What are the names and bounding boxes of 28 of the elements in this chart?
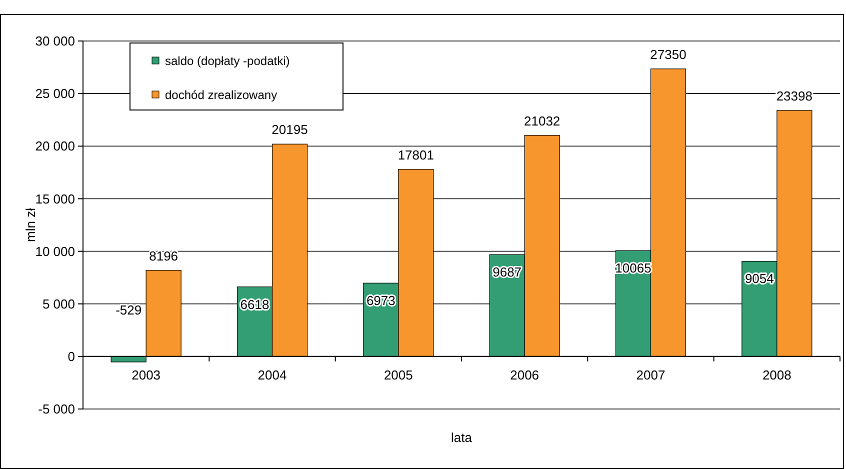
x-tick-label: 2007: [636, 367, 666, 382]
data-label: -529: [116, 302, 142, 318]
legend-label: dochód zrealizowany: [165, 88, 278, 102]
y-axis-title: mln zł: [23, 208, 38, 242]
x-tick-label: 2004: [258, 367, 287, 382]
data-label: 9054: [744, 271, 774, 286]
x-tick-label: 2008: [762, 367, 792, 382]
data-label: 6973: [366, 293, 396, 308]
data-label: 8196: [149, 248, 178, 264]
y-tick-label: 0: [68, 348, 75, 364]
x-tick-label: 2003: [132, 367, 161, 382]
legend-label: saldo (dopłaty -podatki): [165, 54, 290, 68]
y-tick-label: 20 000: [35, 138, 75, 154]
y-tick-label: 25 000: [35, 86, 75, 102]
x-tick-label: 2005: [384, 367, 413, 382]
y-tick-label: 15 000: [35, 191, 75, 206]
data-label: 21032: [524, 113, 560, 128]
y-tick-label: 5 000: [42, 296, 75, 312]
data-label: 9687: [492, 264, 522, 280]
data-label: 20195: [272, 122, 308, 138]
data-label: 6618: [240, 296, 270, 312]
y-tick-label: 30 000: [35, 34, 75, 49]
x-axis-title: lata: [451, 430, 473, 445]
data-label: 17801: [398, 147, 434, 162]
x-tick-label: 2006: [510, 367, 540, 382]
y-tick-label: 10 000: [35, 244, 75, 259]
data-label: 27350: [650, 46, 686, 62]
y-tick-label: -5 000: [38, 402, 75, 417]
